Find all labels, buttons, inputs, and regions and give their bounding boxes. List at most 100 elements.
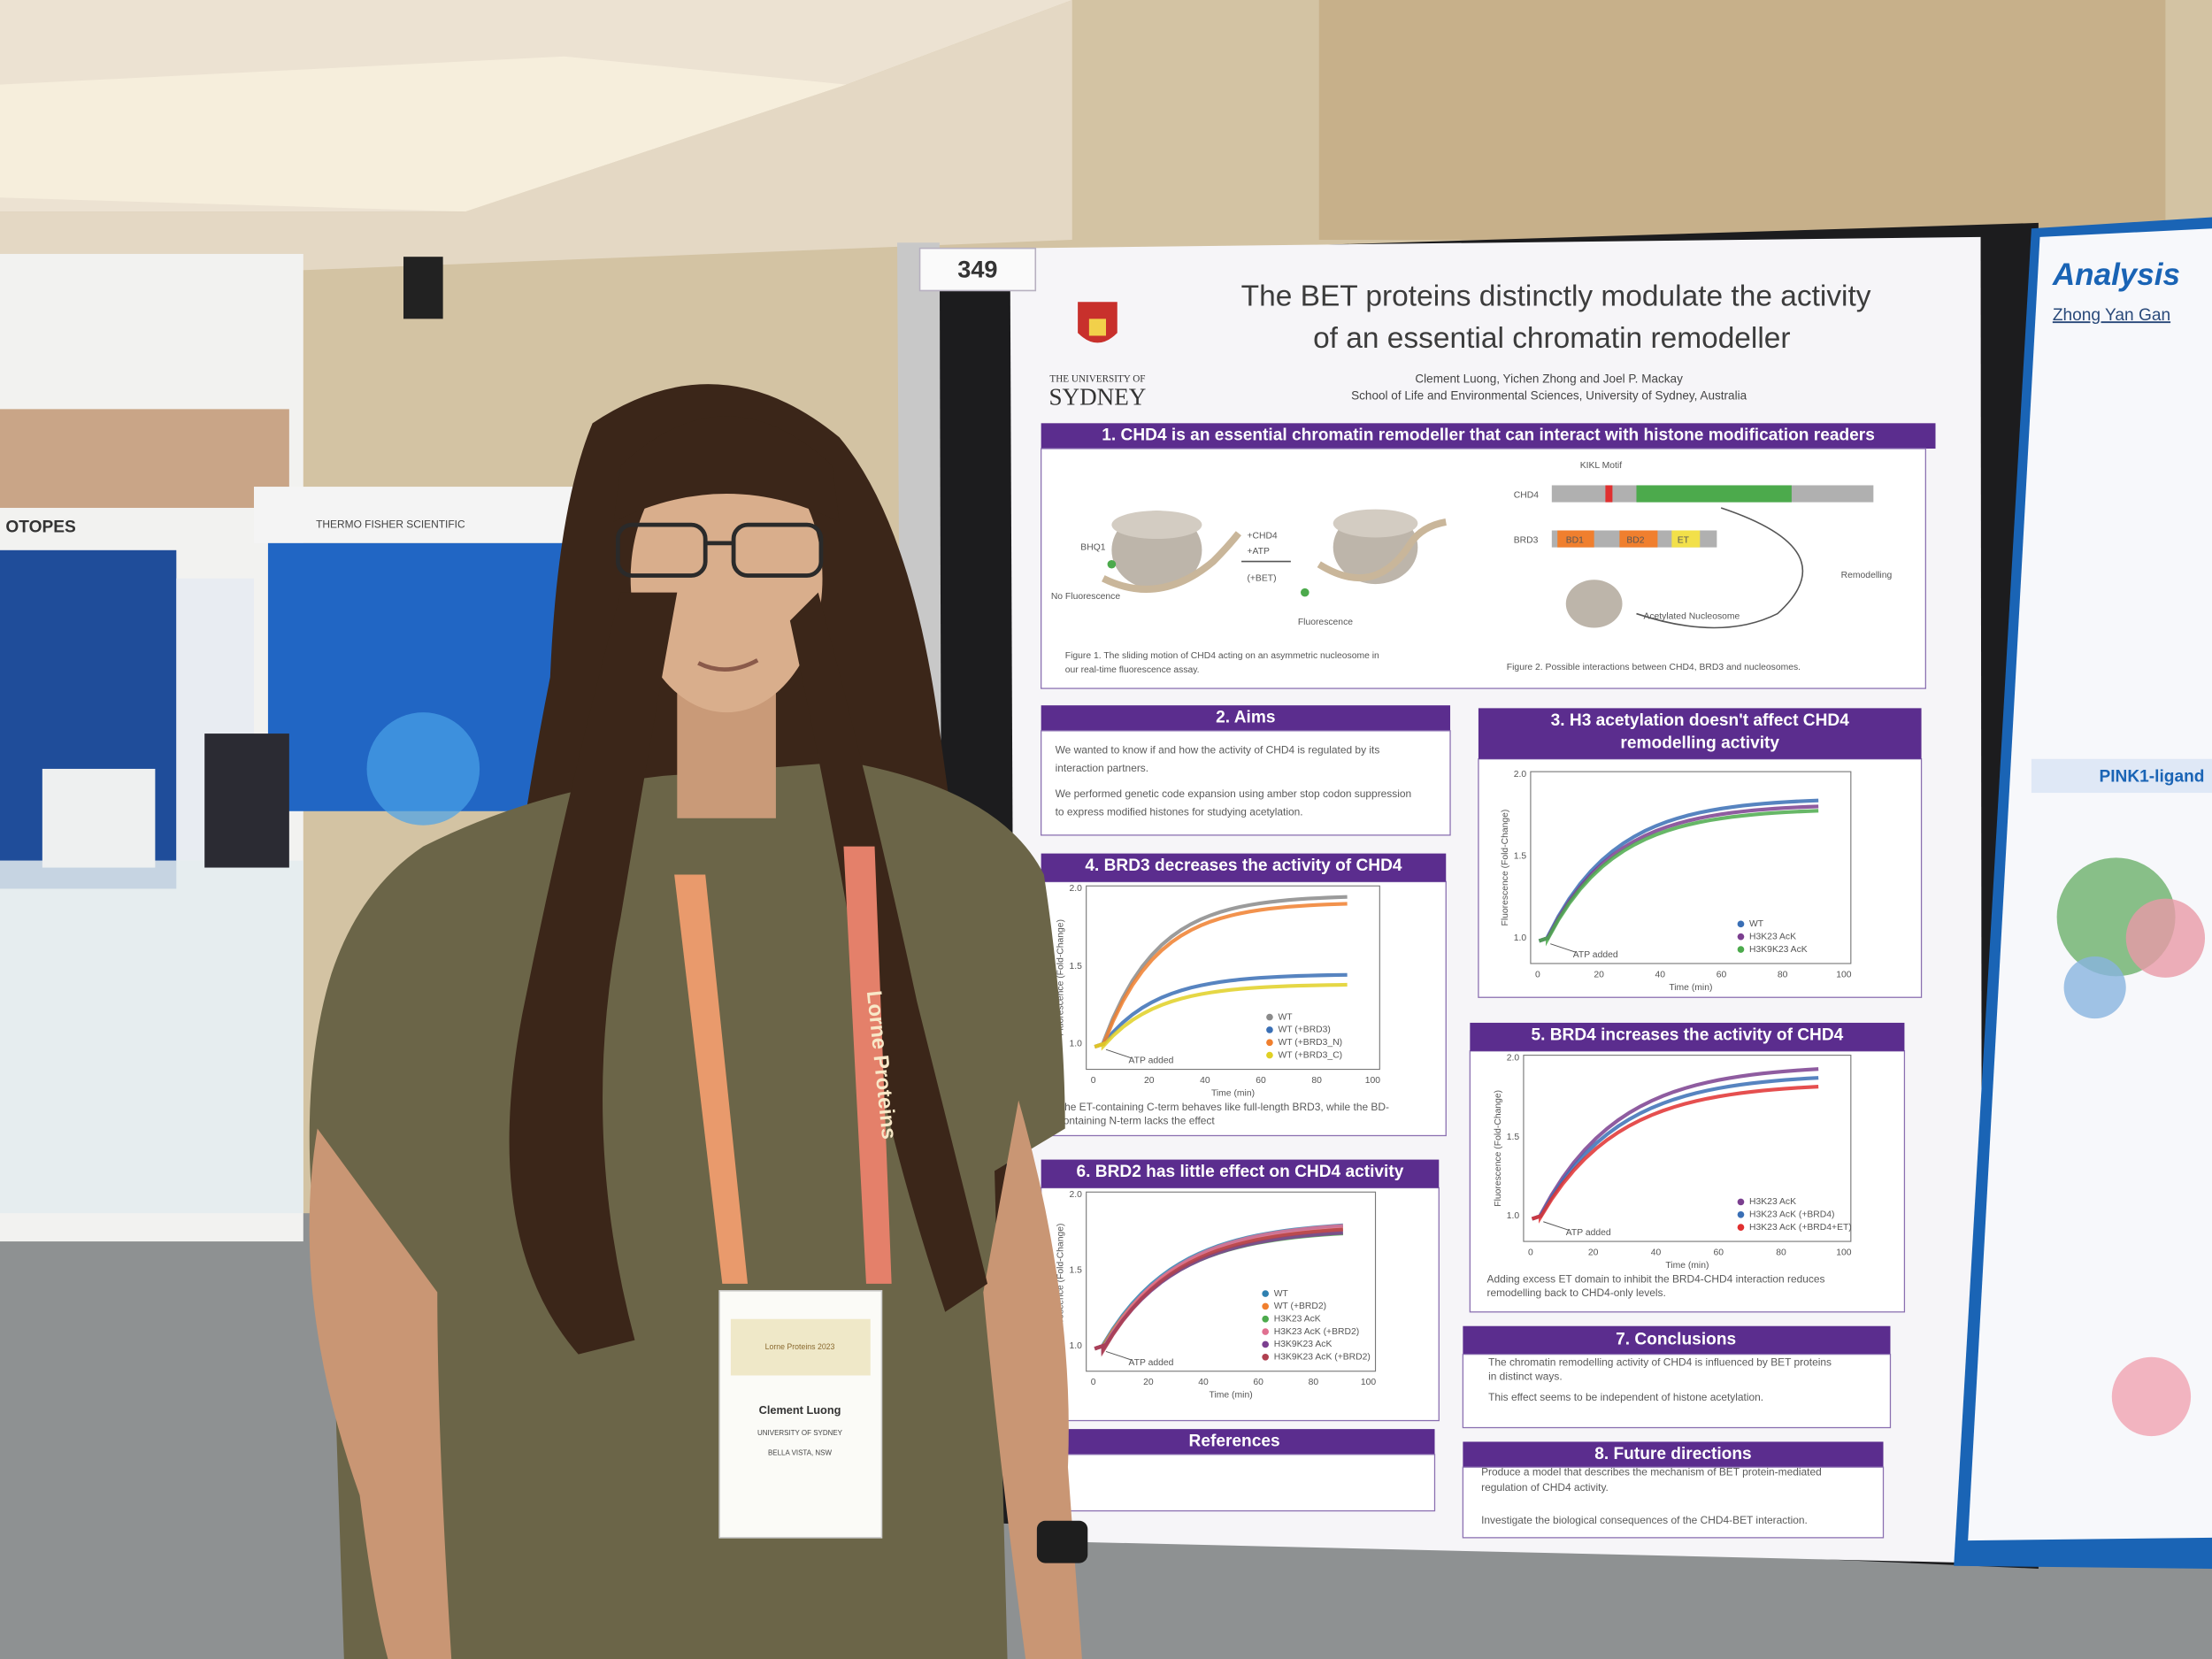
plot-annotation: ATP added bbox=[1566, 1228, 1611, 1238]
dna bbox=[1102, 531, 1241, 593]
poster-title: The BET proteins distinctly modulate the… bbox=[1241, 280, 1871, 312]
x-tick-label: 40 bbox=[1655, 970, 1666, 979]
x-tick-label: 100 bbox=[1365, 1076, 1381, 1086]
y-axis-label: Fluorescence (Fold-Change) bbox=[1494, 1090, 1503, 1207]
figure-label: ET bbox=[1678, 535, 1690, 545]
legend-swatch bbox=[1266, 1039, 1273, 1047]
legend-swatch bbox=[1262, 1328, 1269, 1335]
x-tick-label: 80 bbox=[1778, 970, 1788, 979]
badge-organisation: UNIVERSITY OF SYDNEY bbox=[757, 1429, 843, 1437]
section-header bbox=[1463, 1325, 1891, 1355]
y-tick-label: 1.0 bbox=[1514, 933, 1527, 943]
section-header bbox=[1470, 1022, 1905, 1051]
visitor bbox=[204, 733, 289, 868]
conclusions-text: This effect seems to be independent of h… bbox=[1488, 1391, 1763, 1403]
university-name: SYDNEY bbox=[1048, 383, 1146, 410]
mouth bbox=[697, 658, 759, 672]
legend-swatch bbox=[1737, 1210, 1745, 1218]
section-box bbox=[1041, 1187, 1440, 1422]
y-tick-label: 1.0 bbox=[1069, 1040, 1082, 1049]
legend-label: H3K9K23 AcK bbox=[1749, 945, 1808, 955]
future-text: Produce a model that describes the mecha… bbox=[1481, 1466, 1822, 1479]
ceiling-cove bbox=[0, 0, 1072, 282]
ceiling-light bbox=[0, 56, 847, 212]
aims-text: interaction partners. bbox=[1056, 762, 1149, 774]
plot-curve bbox=[1094, 1227, 1343, 1357]
figure-caption: Figure 2. Possible interactions between … bbox=[1507, 663, 1801, 672]
legend-label: WT (+BRD3) bbox=[1279, 1025, 1331, 1035]
section-heading: 7. Conclusions bbox=[1616, 1331, 1736, 1349]
figure-caption: Figure 1. The sliding motion of CHD4 act… bbox=[1065, 651, 1379, 661]
poster-number-tag bbox=[918, 247, 1037, 292]
legend-label: H3K23 AcK bbox=[1749, 1197, 1796, 1207]
x-axis-label: Time (min) bbox=[1210, 1391, 1253, 1401]
figure-label: BD2 bbox=[1626, 535, 1644, 545]
arrow bbox=[1636, 507, 1804, 629]
legend-label: H3K9K23 AcK (+BRD2) bbox=[1274, 1353, 1371, 1363]
annotation-arrow bbox=[1550, 943, 1577, 953]
protein-structure bbox=[2111, 1356, 2192, 1437]
legend-swatch bbox=[1262, 1290, 1269, 1297]
section-header bbox=[1463, 1441, 1884, 1468]
protein-structure bbox=[2063, 956, 2126, 1019]
x-tick-label: 20 bbox=[1143, 1378, 1154, 1387]
badge-name: Clement Luong bbox=[759, 1403, 841, 1417]
y-tick-label: 2.0 bbox=[1514, 770, 1527, 780]
x-tick-label: 100 bbox=[1836, 970, 1852, 979]
glasses bbox=[731, 522, 824, 578]
fluorophore bbox=[1107, 559, 1117, 569]
aims-text: We wanted to know if and how the activit… bbox=[1056, 743, 1380, 756]
plot-curve bbox=[1538, 809, 1819, 947]
section-box bbox=[1033, 1454, 1436, 1512]
nucleosome bbox=[1111, 511, 1202, 540]
conclusions-text: in distinct ways. bbox=[1488, 1370, 1563, 1382]
x-axis-label: Time (min) bbox=[1665, 1261, 1709, 1271]
et-domain bbox=[1671, 530, 1701, 548]
bd2-domain bbox=[1619, 530, 1658, 548]
figure-label: Fluorescence bbox=[1298, 618, 1353, 627]
plot-curve bbox=[1094, 902, 1348, 1049]
display-case bbox=[0, 860, 303, 1214]
plot-curve bbox=[1094, 895, 1348, 1049]
y-tick-label: 1.0 bbox=[1507, 1211, 1520, 1221]
x-tick-label: 0 bbox=[1528, 1248, 1533, 1258]
arm bbox=[983, 1100, 1082, 1659]
hair-strand bbox=[789, 592, 988, 1312]
legend-swatch bbox=[1737, 1224, 1745, 1231]
annotation-arrow bbox=[1105, 1048, 1132, 1059]
poster-title: of an essential chromatin remodeller bbox=[1313, 322, 1791, 355]
hair-strand bbox=[509, 592, 678, 1355]
plot-curve bbox=[1531, 1067, 1819, 1221]
bd1-domain bbox=[1557, 530, 1594, 548]
lanyard bbox=[843, 846, 892, 1284]
figure-label: Remodelling bbox=[1841, 571, 1893, 580]
plot-frame bbox=[1086, 885, 1380, 1071]
x-tick-label: 60 bbox=[1717, 970, 1727, 979]
watch bbox=[1036, 1520, 1088, 1563]
section-header bbox=[1478, 708, 1922, 759]
x-tick-label: 60 bbox=[1253, 1378, 1263, 1387]
x-tick-label: 20 bbox=[1588, 1248, 1599, 1258]
legend-label: WT bbox=[1279, 1012, 1294, 1022]
plot-annotation: ATP added bbox=[1573, 950, 1618, 960]
legend-swatch bbox=[1262, 1353, 1269, 1361]
figure-label: BRD3 bbox=[1514, 535, 1539, 545]
right-poster-title: Analysis bbox=[2052, 257, 2180, 292]
y-axis-label: Fluorescence (Fold-Change) bbox=[1056, 1224, 1066, 1340]
x-tick-label: 100 bbox=[1361, 1378, 1377, 1387]
figure-label: +ATP bbox=[1247, 547, 1270, 557]
legend-label: WT bbox=[1749, 919, 1764, 929]
poster-plots: 3. H3 acetylation doesn't affect CHD4 rem… bbox=[1041, 708, 1923, 1422]
legend-label: WT bbox=[1274, 1289, 1289, 1299]
badge-graphic bbox=[730, 1318, 871, 1376]
y-tick-label: 1.0 bbox=[1069, 1341, 1082, 1351]
legend-swatch bbox=[1737, 1198, 1745, 1206]
y-tick-label: 1.5 bbox=[1507, 1133, 1520, 1142]
aims-text: to express modified histones for studyin… bbox=[1056, 806, 1303, 818]
plot-curve bbox=[1094, 982, 1348, 1051]
section-header bbox=[1033, 1429, 1435, 1455]
legend-swatch bbox=[1266, 1051, 1273, 1059]
x-axis-label: Time (min) bbox=[1669, 983, 1712, 993]
nucleosome bbox=[1565, 580, 1623, 628]
